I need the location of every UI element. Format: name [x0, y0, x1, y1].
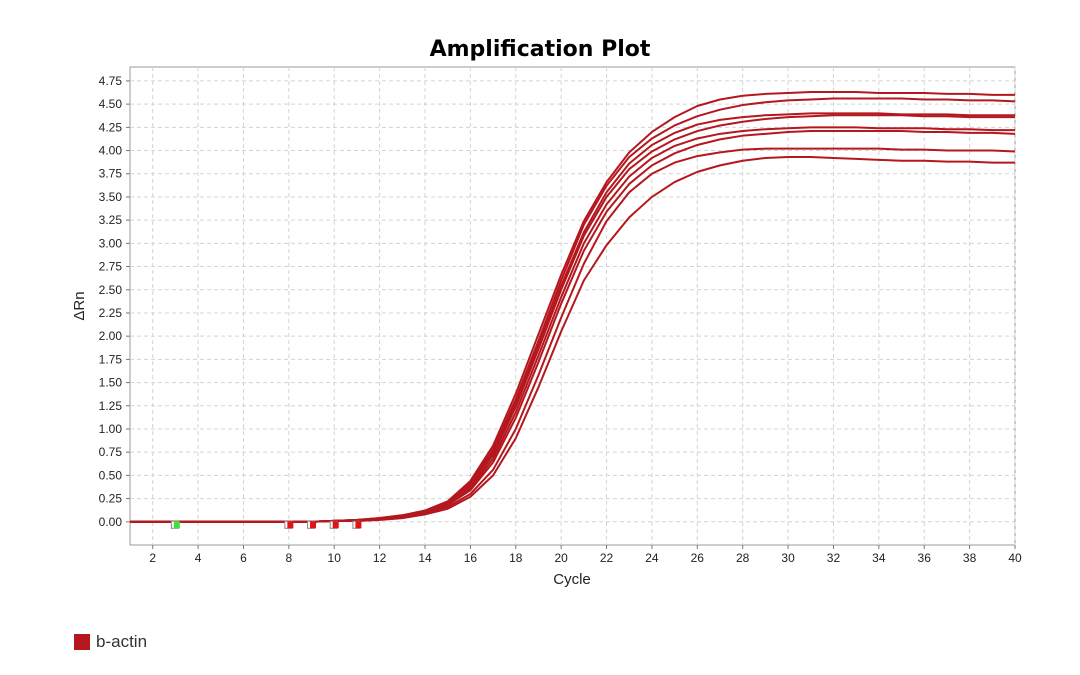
x-tick-label: 16	[464, 551, 478, 565]
y-tick-label: 4.75	[99, 74, 123, 88]
baseline-end-marker[interactable]	[307, 520, 317, 529]
baseline-end-marker-fill	[332, 521, 339, 529]
y-tick-label: 1.00	[99, 422, 123, 436]
y-tick-label: 1.75	[99, 352, 123, 366]
y-tick-label: 2.50	[99, 283, 123, 297]
x-tick-label: 22	[600, 551, 614, 565]
y-tick-label: 0.00	[99, 515, 123, 529]
y-tick-label: 4.00	[99, 144, 123, 158]
x-tick-label: 28	[736, 551, 750, 565]
baseline-end-marker-fill	[287, 521, 294, 529]
y-tick-label: 3.50	[99, 190, 123, 204]
x-tick-label: 2	[149, 551, 156, 565]
y-tick-label: 0.50	[99, 468, 123, 482]
x-tick-label: 30	[781, 551, 795, 565]
y-tick-label: 3.75	[99, 167, 123, 181]
legend-swatch	[74, 634, 90, 650]
x-tick-label: 26	[691, 551, 705, 565]
x-axis-label: Cycle	[553, 571, 591, 588]
y-tick-label: 2.75	[99, 260, 123, 274]
x-tick-label: 34	[872, 551, 886, 565]
y-tick-label: 4.50	[99, 97, 123, 111]
y-tick-label: 3.00	[99, 236, 123, 250]
y-tick-label: 1.25	[99, 399, 123, 413]
amplification-curve-8	[130, 126, 1015, 523]
x-tick-label: 12	[373, 551, 387, 565]
x-tick-label: 14	[418, 551, 432, 565]
x-tick-label: 4	[195, 551, 202, 565]
baseline-end-marker-fill	[310, 521, 317, 529]
grid-lines	[130, 67, 1016, 545]
y-tick-label: 0.75	[99, 445, 123, 459]
x-tick-label: 18	[509, 551, 523, 565]
x-tick-label: 40	[1008, 551, 1022, 565]
legend: b-actin	[74, 632, 147, 652]
x-tick-label: 10	[328, 551, 342, 565]
x-tick-label: 38	[963, 551, 977, 565]
x-tick-label: 20	[554, 551, 568, 565]
baseline-end-marker[interactable]	[329, 520, 339, 529]
legend-label: b-actin	[96, 632, 148, 651]
baseline-start-marker[interactable]	[170, 520, 180, 529]
y-tick-label: 2.00	[99, 329, 123, 343]
x-tick-label: 32	[827, 551, 841, 565]
y-tick-label: 1.50	[99, 376, 123, 390]
y-axis-ticks: 0.00 0.25 0.50 0.75 1.00 1.25 1.50 1.75 2.00 2.25…	[99, 74, 130, 529]
baseline-end-marker-fill	[355, 521, 362, 529]
x-tick-label: 36	[918, 551, 932, 565]
x-axis-ticks: 2 4 6 8 10 12 14 16 18 20 22 24 26 28 30 32 34 36 38 40	[149, 545, 1022, 565]
amplification-curves	[130, 91, 1016, 523]
y-tick-label: 0.25	[99, 492, 123, 506]
baseline-end-marker[interactable]	[352, 520, 362, 529]
y-tick-label: 3.25	[99, 213, 123, 227]
x-tick-label: 8	[286, 551, 293, 565]
y-axis-label: ΔRn	[71, 291, 88, 320]
baseline-end-marker[interactable]	[284, 520, 294, 529]
y-tick-label: 2.25	[99, 306, 123, 320]
baseline-markers[interactable]	[170, 520, 362, 529]
x-tick-label: 24	[645, 551, 659, 565]
chart-title: Amplification Plot	[430, 37, 651, 62]
baseline-start-marker-fill	[173, 521, 180, 529]
y-tick-label: 4.25	[99, 120, 123, 134]
x-tick-label: 6	[240, 551, 247, 565]
